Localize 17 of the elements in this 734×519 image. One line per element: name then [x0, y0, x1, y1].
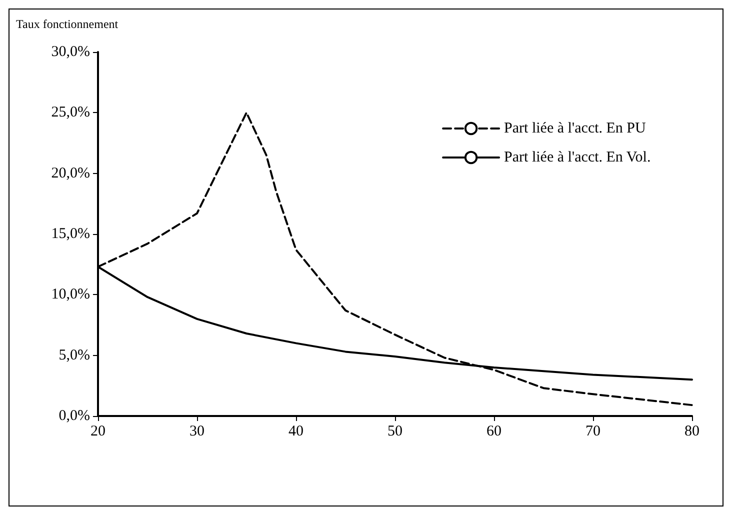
y-tick-label: 15,0% [51, 226, 90, 242]
x-tick-label: 30 [190, 424, 204, 440]
y-tick-label: 5,0% [58, 347, 90, 364]
legend-label: Part liée à l'acct. En Vol. [504, 150, 651, 166]
x-tick-label: 40 [288, 424, 304, 440]
y-tick-label: 0,0% [58, 408, 90, 424]
y-axis-title: Taux fonctionnement [16, 17, 119, 31]
y-tick-label: 30,0% [51, 44, 90, 60]
y-tick-label: 25,0% [51, 104, 90, 121]
x-tick-label: 50 [388, 424, 402, 440]
y-tick-label: 10,0% [51, 286, 90, 303]
x-tick-label: 80 [684, 424, 700, 440]
y-tick-label: 20,0% [51, 165, 90, 182]
x-tick-label: 60 [486, 424, 502, 440]
legend-label: Part liée à l'acct. En PU [504, 120, 646, 136]
x-tick-label: 70 [586, 424, 600, 440]
x-tick-label: 20 [90, 424, 106, 440]
